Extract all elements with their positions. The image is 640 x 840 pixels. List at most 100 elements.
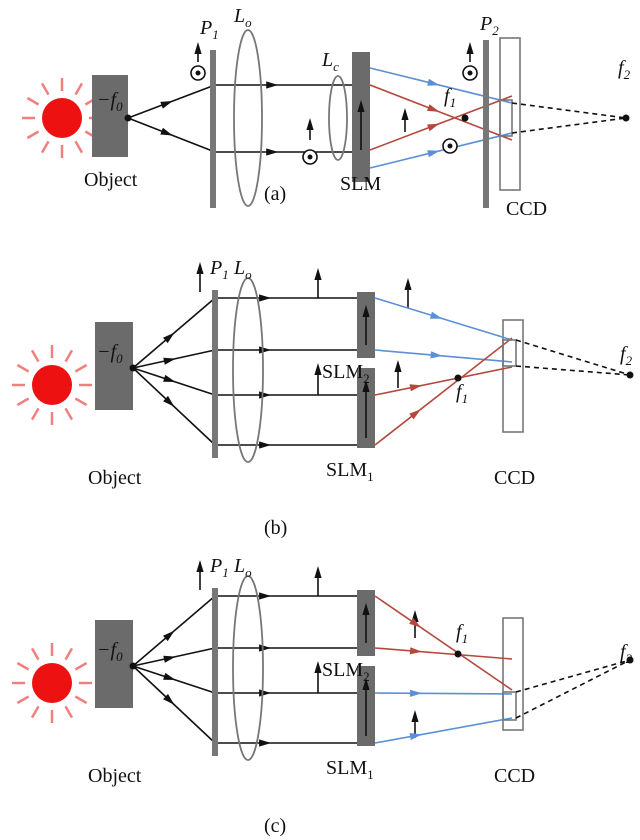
ray (374, 337, 513, 446)
ccd (502, 319, 524, 433)
focal-point (129, 662, 137, 670)
object (95, 322, 133, 410)
label: SLM2 (322, 659, 370, 684)
label: Lo (233, 257, 252, 282)
ray (515, 365, 631, 376)
polarizer (212, 290, 218, 458)
arrowhead (259, 644, 272, 652)
label-sub: 1 (367, 469, 374, 484)
polarization-dot (447, 143, 453, 149)
light-ray (64, 349, 74, 363)
arrowhead (163, 332, 175, 344)
label: −f0 (97, 341, 123, 366)
ray (374, 349, 513, 363)
light-ray (40, 82, 50, 96)
label-text: f (620, 343, 628, 365)
arrowhead (411, 710, 419, 722)
label-text: P (199, 17, 212, 39)
label-text: P (209, 555, 222, 577)
arrowhead (314, 661, 322, 673)
label-sub: 0 (116, 351, 123, 366)
focal-point (622, 114, 630, 122)
arrowhead (362, 380, 370, 392)
label: f2 (620, 641, 633, 666)
ray (374, 297, 513, 341)
label-text: f (456, 381, 464, 403)
arrowhead (259, 391, 272, 399)
arrowhead (163, 672, 176, 680)
arrowhead (266, 81, 279, 89)
ray (369, 132, 513, 169)
light-ray (74, 397, 88, 407)
light-ray (30, 349, 40, 363)
label-text: P (209, 257, 222, 279)
label-text: L (233, 257, 245, 279)
ray (369, 84, 513, 141)
label: SLM1 (326, 757, 374, 782)
label-sub: 1 (212, 27, 219, 42)
panel-caption: (a) (264, 183, 286, 205)
label-text: P (479, 13, 492, 35)
arrowhead (314, 363, 322, 375)
label-text: L (233, 5, 245, 27)
arrowhead (314, 566, 322, 578)
label: f1 (456, 381, 468, 406)
label-sub: 2 (492, 23, 499, 38)
light-ray (64, 705, 74, 719)
label: SLM1 (326, 459, 374, 484)
light-ray (16, 695, 30, 705)
arrowhead (362, 678, 370, 690)
arrowhead (409, 733, 422, 741)
light-ray (26, 130, 40, 140)
label-text: Object (88, 467, 142, 489)
focal-point (461, 114, 469, 122)
label: f2 (618, 57, 631, 82)
polarization-dot (195, 70, 201, 76)
ray (374, 595, 513, 691)
label-text: SLM (322, 659, 363, 681)
light-source (32, 365, 72, 405)
label-text: f (456, 621, 464, 643)
polarizer (483, 40, 489, 208)
arrowhead (160, 127, 173, 136)
arrowhead (404, 278, 412, 290)
label-sub: 2 (363, 669, 370, 684)
label-text: −f (97, 89, 118, 111)
label-sub: 2 (626, 353, 633, 368)
light-ray (74, 140, 84, 154)
light-ray (30, 705, 40, 719)
arrowhead (427, 104, 440, 112)
arrowhead (306, 118, 314, 130)
arrowhead (409, 647, 423, 655)
label: f1 (444, 85, 456, 110)
lens (328, 75, 348, 161)
focal-point (626, 656, 634, 664)
arrowhead (259, 689, 272, 697)
label-sub: 1 (222, 267, 229, 282)
label: Lc (321, 49, 339, 74)
arrowhead (362, 603, 370, 615)
label-text: SLM (322, 361, 363, 383)
arrowhead (314, 268, 322, 280)
ccd-sensor (502, 691, 517, 721)
light-ray (30, 407, 40, 421)
focal-point (129, 364, 137, 372)
arrowhead (409, 617, 421, 628)
label: Object (84, 169, 138, 191)
label: P2 (479, 13, 499, 38)
label-text: Object (88, 765, 142, 787)
ray (374, 692, 513, 695)
label-text: f (618, 57, 626, 79)
label-sub: o (245, 15, 252, 30)
label-text: Object (84, 169, 138, 191)
arrowhead (362, 305, 370, 317)
light-source (42, 98, 82, 138)
light-ray (64, 407, 74, 421)
label: P1 (209, 555, 229, 580)
label: −f0 (97, 89, 123, 114)
arrowhead (160, 101, 173, 109)
label-sub: 1 (462, 391, 469, 406)
arrowhead (429, 311, 443, 319)
arrowhead (410, 689, 423, 697)
